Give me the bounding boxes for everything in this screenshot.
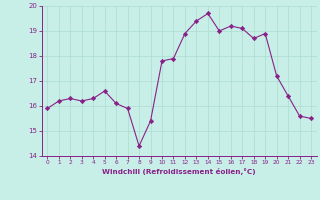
X-axis label: Windchill (Refroidissement éolien,°C): Windchill (Refroidissement éolien,°C)	[102, 168, 256, 175]
